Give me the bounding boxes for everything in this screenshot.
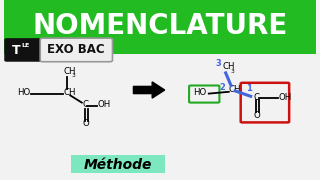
Text: C: C [254,93,260,102]
Text: T: T [12,44,20,57]
Text: EXO BAC: EXO BAC [47,43,105,57]
Text: 2: 2 [220,83,226,92]
FancyBboxPatch shape [40,38,112,62]
FancyBboxPatch shape [4,38,44,62]
Text: OH: OH [98,100,111,109]
FancyBboxPatch shape [4,0,316,54]
Text: 1: 1 [246,84,252,93]
FancyBboxPatch shape [189,86,220,103]
Text: HO: HO [193,88,207,97]
Text: CH: CH [222,62,235,71]
Text: 3: 3 [71,73,75,78]
Text: 3: 3 [216,59,221,68]
Text: CH: CH [229,85,241,94]
Text: 3: 3 [231,69,235,74]
FancyBboxPatch shape [71,155,165,173]
Text: LE: LE [22,43,30,48]
Text: CH: CH [63,88,76,97]
Text: O: O [254,111,260,120]
Text: O: O [83,119,90,128]
Text: NOMENCLATURE: NOMENCLATURE [32,12,288,40]
Text: Méthode: Méthode [84,158,152,172]
Text: CH: CH [63,67,76,76]
Text: OH: OH [279,93,292,102]
FancyBboxPatch shape [241,83,289,122]
Text: HO: HO [17,88,30,97]
FancyArrow shape [133,82,165,98]
Text: C: C [83,100,89,109]
